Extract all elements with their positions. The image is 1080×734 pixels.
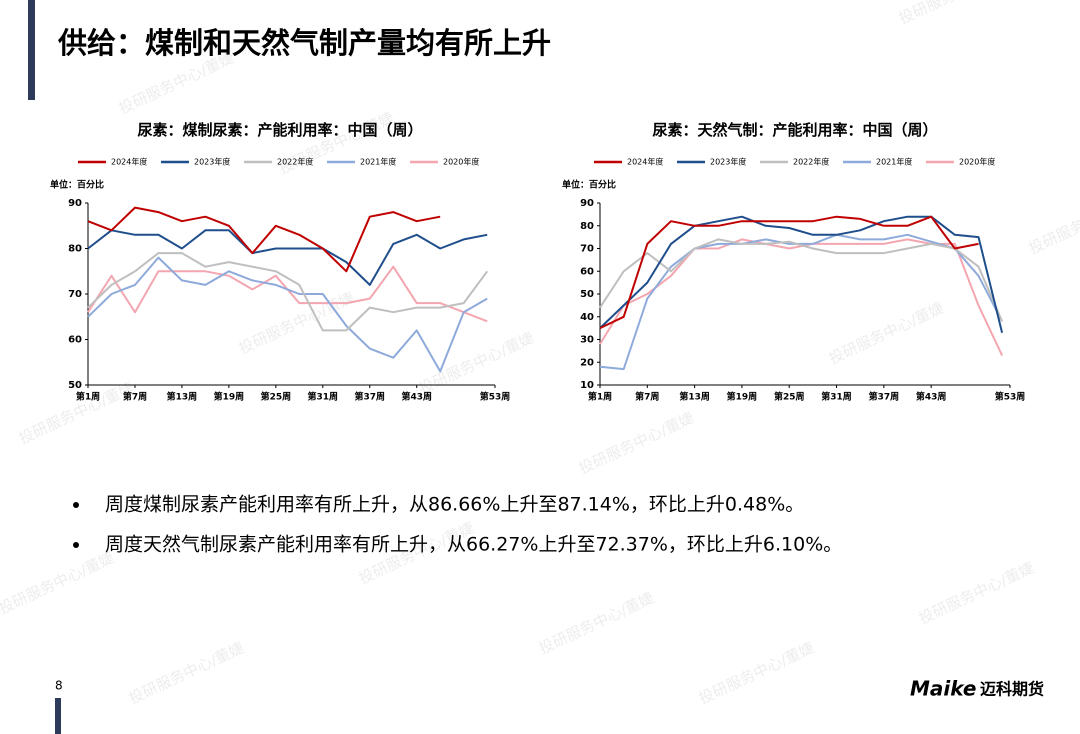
x-tick-label: 第1周 xyxy=(588,391,612,403)
x-tick-label: 第19周 xyxy=(214,391,245,403)
y-axis-label: 单位：百分比 xyxy=(562,179,616,191)
legend-label: 2021年度 xyxy=(876,157,912,167)
bullet-dot xyxy=(73,542,79,548)
y-tick-label: 60 xyxy=(580,266,594,277)
legend-label: 2023年度 xyxy=(194,157,230,167)
x-tick-label: 第37周 xyxy=(355,391,386,403)
x-tick-label: 第31周 xyxy=(821,391,852,403)
y-tick-label: 10 xyxy=(580,380,594,391)
x-tick-label: 第37周 xyxy=(869,391,900,403)
y-tick-label: 70 xyxy=(580,244,594,255)
legend-label: 2022年度 xyxy=(793,157,829,167)
x-tick-label: 第7周 xyxy=(123,391,147,403)
series-line xyxy=(87,265,488,323)
watermark: 投研服务中心/董婕 xyxy=(126,639,247,708)
watermark: 投研服务中心/董婕 xyxy=(416,329,537,398)
series-line xyxy=(599,238,1004,322)
y-tick-label: 50 xyxy=(580,289,594,300)
logo-brand: Maike xyxy=(910,677,976,701)
y-axis-label: 单位：百分比 xyxy=(50,179,104,191)
accent-bar xyxy=(28,0,35,100)
watermark: 投研服务中心/董婕 xyxy=(0,549,117,618)
x-tick-label: 第13周 xyxy=(679,391,710,403)
watermark: 投研服务中心/董婕 xyxy=(896,0,1017,28)
y-tick-label: 80 xyxy=(68,244,82,255)
series-line xyxy=(599,233,1003,371)
y-tick-label: 60 xyxy=(68,335,82,346)
x-tick-label: 第25周 xyxy=(774,391,805,403)
series-line xyxy=(599,215,1004,333)
slide-title: 供给：煤制和天然气制产量均有所上升 xyxy=(57,26,551,60)
chart-title: 尿素：煤制尿素：产能利用率：中国（周） xyxy=(137,121,422,139)
legend-label: 2020年度 xyxy=(443,157,479,167)
x-tick-label: 第31周 xyxy=(308,391,339,403)
y-tick-label: 20 xyxy=(580,357,594,368)
watermark: 投研服务中心/董婕 xyxy=(576,409,697,478)
x-tick-label: 第1周 xyxy=(76,391,100,403)
y-tick-label: 40 xyxy=(580,312,594,323)
series-line xyxy=(87,252,489,332)
x-tick-label: 第7周 xyxy=(635,391,659,403)
page-number: 8 xyxy=(55,679,63,693)
logo-name: 迈科期货 xyxy=(980,680,1044,699)
series-line xyxy=(599,238,1004,356)
series-line xyxy=(87,256,488,373)
bullet-dot xyxy=(73,502,79,508)
y-tick-label: 30 xyxy=(580,335,594,346)
x-tick-label: 第53周 xyxy=(995,391,1026,403)
y-tick-label: 90 xyxy=(68,198,82,209)
watermark: 投研服务中心/董婕 xyxy=(276,109,397,178)
y-tick-label: 90 xyxy=(580,198,594,209)
legend-label: 2024年度 xyxy=(111,157,147,167)
bullet-text: 周度天然气制尿素产能利用率有所上升，从66.27%上升至72.37%，环比上升6… xyxy=(105,534,842,556)
legend-label: 2022年度 xyxy=(277,157,313,167)
x-tick-label: 第13周 xyxy=(167,391,198,403)
bullet-text: 周度煤制尿素产能利用率有所上升，从86.66%上升至87.14%，环比上升0.4… xyxy=(105,494,804,516)
y-tick-label: 50 xyxy=(68,380,82,391)
watermark: 投研服务中心/董婕 xyxy=(826,299,947,368)
legend-label: 2020年度 xyxy=(959,157,995,167)
series-line xyxy=(87,229,488,286)
x-tick-label: 第43周 xyxy=(916,391,947,403)
watermark: 投研服务中心/董婕 xyxy=(696,639,817,708)
x-tick-label: 第19周 xyxy=(727,391,758,403)
x-tick-label: 第25周 xyxy=(261,391,292,403)
legend-label: 2021年度 xyxy=(360,157,396,167)
watermark: 投研服务中心/董婕 xyxy=(536,589,657,658)
series-line xyxy=(599,215,979,330)
x-tick-label: 第43周 xyxy=(401,391,432,403)
accent-bar xyxy=(55,698,61,734)
x-tick-label: 第53周 xyxy=(480,391,511,403)
series-line xyxy=(87,206,441,273)
y-tick-label: 80 xyxy=(580,221,594,232)
legend-label: 2023年度 xyxy=(710,157,746,167)
chart-title: 尿素：天然气制：产能利用率：中国（周） xyxy=(652,121,937,139)
legend-label: 2024年度 xyxy=(627,157,663,167)
y-tick-label: 70 xyxy=(68,289,82,300)
watermark: 投研服务中心/董婕 xyxy=(916,559,1037,628)
watermark: 投研服务中心/董婕 xyxy=(1026,189,1080,258)
